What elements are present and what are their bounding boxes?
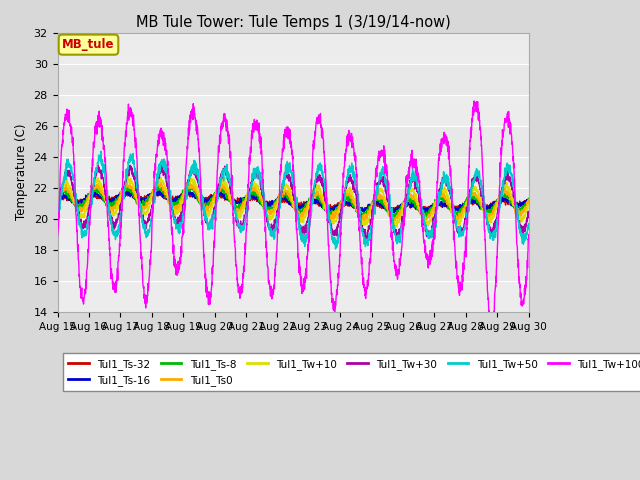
Title: MB Tule Tower: Tule Temps 1 (3/19/14-now): MB Tule Tower: Tule Temps 1 (3/19/14-now… [136, 15, 451, 30]
Bar [58, 219, 529, 250]
Y-axis label: Temperature (C): Temperature (C) [15, 124, 28, 220]
Bar [58, 33, 529, 63]
Text: MB_tule: MB_tule [62, 38, 115, 51]
Bar [58, 281, 529, 312]
Bar [58, 156, 529, 188]
Bar [58, 95, 529, 126]
Legend: Tul1_Ts-32, Tul1_Ts-16, Tul1_Ts-8, Tul1_Ts0, Tul1_Tw+10, Tul1_Tw+30, Tul1_Tw+50,: Tul1_Ts-32, Tul1_Ts-16, Tul1_Ts-8, Tul1_… [63, 353, 640, 391]
